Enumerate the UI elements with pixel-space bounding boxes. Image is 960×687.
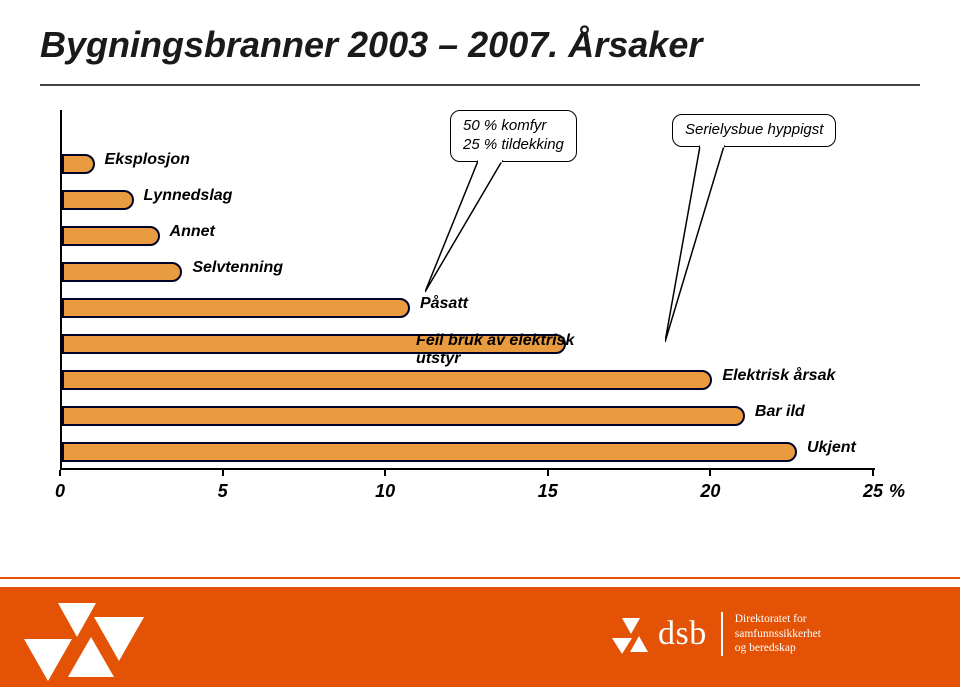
x-tick <box>547 470 549 476</box>
x-tick-label: 20 <box>700 481 720 502</box>
bar <box>62 406 745 426</box>
callout-serielysbue: Serielysbue hyppigst <box>672 114 836 147</box>
bar-label: Lynnedslag <box>144 187 233 205</box>
bar <box>62 190 134 210</box>
callout-komfyr: 50 % komfyr 25 % tildekking <box>450 110 577 162</box>
callout-line: 25 % tildekking <box>463 136 564 155</box>
x-tick-label: 5 <box>218 481 228 502</box>
callout-line: 50 % komfyr <box>463 117 564 136</box>
x-tick <box>709 470 711 476</box>
bar-label: Annet <box>170 223 215 241</box>
bar <box>62 442 797 462</box>
bar-label: Bar ild <box>755 403 805 421</box>
x-tick <box>222 470 224 476</box>
x-tick <box>384 470 386 476</box>
footer: dsb Direktoratet for samfunnssikkerhet o… <box>0 587 960 687</box>
title-divider <box>40 84 920 86</box>
bar <box>62 370 712 390</box>
logo-left-mark <box>24 577 174 681</box>
bar-row: Lynnedslag <box>62 190 875 210</box>
bar <box>62 154 95 174</box>
bar <box>62 298 410 318</box>
x-tick-label: 10 <box>375 481 395 502</box>
x-tick-label: 15 <box>538 481 558 502</box>
chart-plot: Eksplosjon Lynnedslag Annet Selvtenning Påsa… <box>60 110 875 470</box>
brand-mark: dsb <box>612 614 707 654</box>
tagline-line: Direktoratet for <box>735 612 821 627</box>
bar-row: Bar ild <box>62 406 875 426</box>
bar-label: Feil bruk av elektriskutstyr <box>416 332 574 368</box>
bar-label: Selvtenning <box>192 259 283 277</box>
bar-label: Ukjent <box>807 439 856 457</box>
x-tick-label: 0 <box>55 481 65 502</box>
bar-row: Elektrisk årsak <box>62 370 875 390</box>
tagline-line: samfunnssikkerhet <box>735 627 821 642</box>
bar-row: Påsatt <box>62 298 875 318</box>
page-title: Bygningsbranner 2003 – 2007. Årsaker <box>40 24 702 66</box>
bar <box>62 226 160 246</box>
callout-line: Serielysbue hyppigst <box>685 121 823 140</box>
bar-label: Påsatt <box>420 295 468 313</box>
brand-text: dsb <box>658 615 707 653</box>
bar <box>62 262 182 282</box>
slide: Bygningsbranner 2003 – 2007. Årsaker Eks… <box>0 0 960 687</box>
bar-chart: Eksplosjon Lynnedslag Annet Selvtenning Påsa… <box>60 110 895 510</box>
bar-row: Annet <box>62 226 875 246</box>
x-tick-label: 25 <box>863 481 883 502</box>
x-tick <box>872 470 874 476</box>
axis-unit: % <box>889 481 905 502</box>
brand-logo: dsb Direktoratet for samfunnssikkerhet o… <box>612 599 932 669</box>
bar-row: Feil bruk av elektriskutstyr <box>62 334 875 354</box>
brand-tagline: Direktoratet for samfunnssikkerhet og be… <box>721 612 821 657</box>
bar-row: Selvtenning <box>62 262 875 282</box>
bar-label: Eksplosjon <box>105 151 190 169</box>
bar-row: Ukjent <box>62 442 875 462</box>
x-axis: 0510152025 <box>60 470 875 510</box>
bar-label: Elektrisk årsak <box>722 367 835 385</box>
x-tick <box>59 470 61 476</box>
tagline-line: og beredskap <box>735 641 821 656</box>
